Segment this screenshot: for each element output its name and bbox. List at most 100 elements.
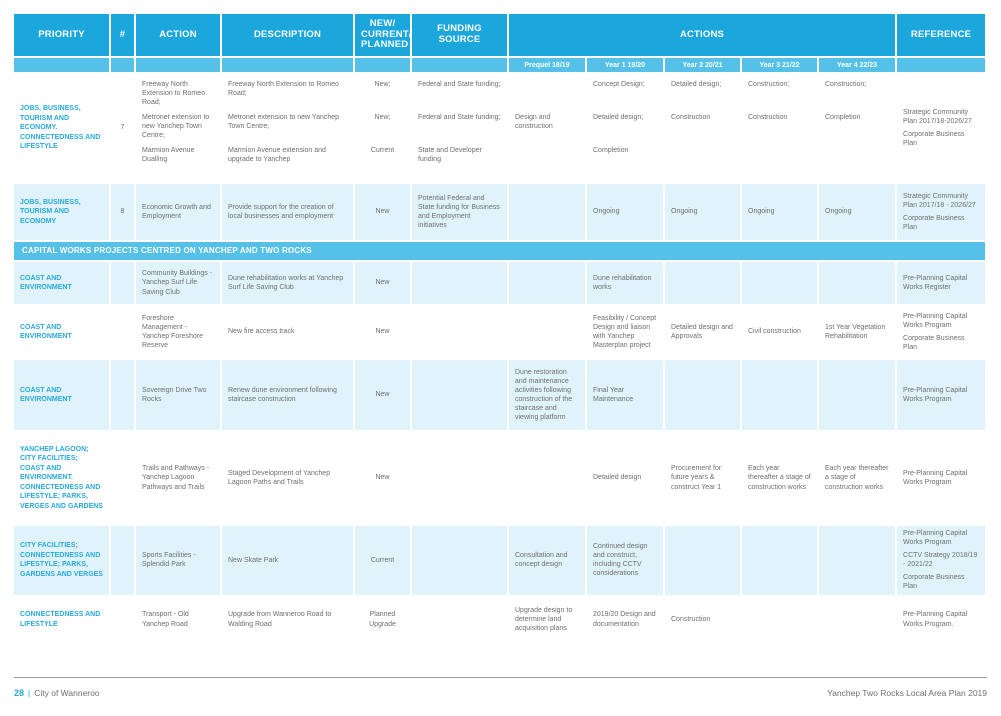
action-plan-table: PRIORITY # ACTION DESCRIPTION NEW/ CURRE…: [14, 14, 988, 645]
cell-priority: JOBS, BUSINESS, TOURISM AND ECONOMY. CON…: [14, 74, 111, 184]
cell-number: 8: [111, 184, 136, 242]
cell-description: Upgrade from Wanneroo Road to Walding Ro…: [222, 596, 355, 645]
year4-item: Completion: [825, 114, 861, 121]
cell-prequel: [509, 306, 587, 360]
year2-item: [671, 146, 734, 179]
subheader-row: Prequel 18/19 Year 1 19/20 Year 2 20/21 …: [14, 58, 988, 74]
cell-year2: Detailed design and Approvals: [665, 306, 742, 360]
cell-new-current-planned: New: [355, 306, 412, 360]
cell-year1: Detailed design: [587, 432, 665, 526]
cell-new-current-planned: Planned Upgrade: [355, 596, 412, 645]
cell-new-current-planned: Current: [355, 526, 412, 597]
description-item: Metronet extension to new Yanchep Town C…: [228, 114, 340, 131]
cell-reference: Pre-Planning Capital Works Register: [897, 262, 988, 306]
cell-number: [111, 526, 136, 597]
col-header-action: ACTION: [136, 14, 222, 58]
reference-item: Pre-Planning Capital Works Program: [903, 312, 968, 329]
page-footer: 28 | City of Wanneroo Yanchep Two Rocks Lo…: [14, 677, 987, 698]
cell-description: Provide support for the creation of loca…: [222, 184, 355, 242]
reference-item: Strategic Community Plan 2017/18 - 2026/…: [903, 192, 976, 209]
prequel-item: Design and construction: [515, 114, 553, 131]
cell-year2: Procurement for future years & construct…: [665, 432, 742, 526]
subheader-prequel: Prequel 18/19: [509, 58, 587, 74]
reference-item: Strategic Community Plan 2017/18-2026/27: [903, 108, 972, 125]
cell-new-current-planned: New: [355, 184, 412, 242]
header-row: PRIORITY # ACTION DESCRIPTION NEW/ CURRE…: [14, 14, 988, 58]
reference-item: Pre-Planning Capital Works Register: [903, 274, 968, 291]
reference-item: Corporate Business Plan: [903, 215, 965, 232]
year2-item: Construction: [671, 114, 711, 121]
reference-item: Pre-Planning Capital Works Program: [903, 469, 968, 486]
cell-year2: Ongoing: [665, 184, 742, 242]
cell-year3: [742, 596, 819, 645]
cell-priority: COAST AND ENVIRONMENT: [14, 262, 111, 306]
table-row: COAST AND ENVIRONMENT Community Building…: [14, 262, 988, 306]
reference-item: Corporate Business Plan: [903, 574, 965, 591]
cell-number: [111, 360, 136, 432]
col-header-actions: ACTIONS: [509, 14, 898, 58]
subheader-empty: [111, 58, 136, 74]
cell-year2: [665, 526, 742, 597]
table-row: JOBS, BUSINESS, TOURISM AND ECONOMY. CON…: [14, 74, 988, 184]
footer-separator: |: [28, 688, 31, 698]
cell-funding-source: [412, 306, 509, 360]
cell-funding-source: [412, 262, 509, 306]
status-item: New;: [374, 81, 391, 88]
cell-reference: Strategic Community Plan 2017/18 - 2026/…: [897, 184, 988, 242]
cell-year3: Construction; Construction: [742, 74, 819, 184]
cell-priority: COAST AND ENVIRONMENT: [14, 306, 111, 360]
cell-year4: 1st Year Vegetation Rehabilitation: [819, 306, 898, 360]
subheader-year4: Year 4 22/23: [819, 58, 898, 74]
cell-year3: [742, 526, 819, 597]
cell-prequel: [509, 262, 587, 306]
cell-funding-source: [412, 526, 509, 597]
cell-priority: CONNECTEDNESS AND LIFESTYLE: [14, 596, 111, 645]
cell-reference: Pre-Planning Capital Works Program: [897, 360, 988, 432]
reference-item: Pre-Planning Capital Works Program.: [903, 611, 968, 628]
reference-item: Corporate Business Plan: [903, 335, 965, 352]
cell-number: [111, 306, 136, 360]
cell-reference: Pre-Planning Capital Works Program: [897, 432, 988, 526]
cell-action: Trails and Pathways - Yanchep Lagoon Pat…: [136, 432, 222, 526]
cell-new-current-planned: New: [355, 432, 412, 526]
subheader-year2: Year 2 20/21: [665, 58, 742, 74]
page-number: 28: [14, 688, 25, 698]
cell-action: Freeway North Extension to Romeo Road; M…: [136, 74, 222, 184]
action-item: Metronet extension to new Yanchep Town C…: [142, 114, 210, 140]
year2-item: Detailed design;: [671, 81, 722, 88]
cell-year1: Dune rehabilitation works: [587, 262, 665, 306]
subheader-empty: [412, 58, 509, 74]
reference-item: Pre-Planning Capital Works Program: [903, 386, 968, 403]
subheader-empty: [136, 58, 222, 74]
cell-year1: Ongoing: [587, 184, 665, 242]
cell-year4: [819, 262, 898, 306]
year4-item: Construction;: [825, 81, 867, 88]
subheader-year1: Year 1 19/20: [587, 58, 665, 74]
cell-year2: Detailed design; Construction: [665, 74, 742, 184]
cell-year4: [819, 526, 898, 597]
col-header-number: #: [111, 14, 136, 58]
cell-year1: Final Year Maintenance: [587, 360, 665, 432]
cell-year1: 2019/20 Design and documentation: [587, 596, 665, 645]
cell-year4: Each year thereafter a stage of construc…: [819, 432, 898, 526]
status-item: Current: [370, 147, 395, 154]
cell-funding-source: [412, 432, 509, 526]
year1-item: Completion: [593, 147, 629, 154]
col-header-funding-source: FUNDING SOURCE: [412, 14, 509, 58]
cell-action: Transport - Old Yanchep Road: [136, 596, 222, 645]
action-item: Marmion Avenue Dualling: [142, 147, 195, 164]
col-header-description: DESCRIPTION: [222, 14, 355, 58]
cell-description: New fire access track: [222, 306, 355, 360]
cell-reference: Pre-Planning Capital Works Program CCTV …: [897, 526, 988, 597]
funding-item: State and Developer funding: [418, 147, 482, 164]
cell-reference: Pre-Planning Capital Works Program.: [897, 596, 988, 645]
subheader-empty: [222, 58, 355, 74]
cell-year1: Continued design and construct, includin…: [587, 526, 665, 597]
table-row: YANCHEP LAGOON; CITY FACILITIES; COAST A…: [14, 432, 988, 526]
cell-action: Community Buildings - Yanchep Surf Life …: [136, 262, 222, 306]
cell-prequel: Upgrade design to determine land acquisi…: [509, 596, 587, 645]
cell-action: Foreshore Management - Yanchep Foreshore…: [136, 306, 222, 360]
cell-number: [111, 262, 136, 306]
description-item: Freeway North Extension to Romeo Road;: [228, 81, 339, 98]
cell-year3: Ongoing: [742, 184, 819, 242]
